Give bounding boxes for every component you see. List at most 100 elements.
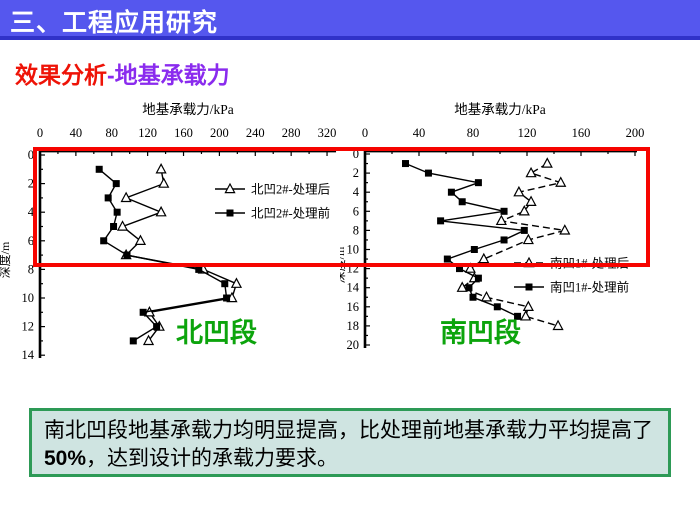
square-marker-icon <box>104 194 112 202</box>
triangle-marker-icon <box>495 214 507 226</box>
triangle-marker-icon <box>116 220 129 231</box>
section-label-south: 南凹段 <box>440 318 521 348</box>
y-tick-label: 12 <box>22 320 35 334</box>
x-tick-label: 120 <box>518 126 537 140</box>
y-axis-label: 深度/m <box>0 241 12 278</box>
y-tick-label: 16 <box>347 300 360 314</box>
subtitle-red-part: 效果分析 <box>15 62 107 88</box>
conclusion-box: 南北凹段地基承载力均明显提高，比处理前地基承载力平均提高了 50%，达到设计的承载… <box>29 408 671 477</box>
square-marker-icon <box>474 179 482 187</box>
x-tick-label: 40 <box>70 126 83 140</box>
square-marker-icon <box>447 188 455 196</box>
y-tick-label: 2 <box>28 177 34 191</box>
square-marker-icon <box>139 308 147 316</box>
triangle-marker-icon <box>541 157 553 168</box>
square-marker-icon <box>113 208 121 216</box>
triangle-marker-icon <box>480 290 493 302</box>
square-marker-icon <box>226 209 234 217</box>
triangle-marker-icon <box>155 205 167 217</box>
x-tick-label: 160 <box>174 126 193 140</box>
triangle-marker-icon <box>525 195 537 206</box>
legend-row-0: 北凹2#-处理后 <box>215 183 330 197</box>
square-marker-icon <box>112 180 120 188</box>
x-tick-label: 160 <box>572 126 591 140</box>
legend-label: 北凹2#-处理前 <box>251 206 330 221</box>
square-marker-icon <box>470 246 478 253</box>
highlight-rectangle <box>33 147 650 267</box>
triangle-marker-icon <box>478 252 490 264</box>
series-markers-0 <box>116 163 243 346</box>
triangle-marker-icon <box>552 319 564 331</box>
series-markers-1 <box>95 165 231 345</box>
y-tick-label: 4 <box>353 185 360 199</box>
triangle-marker-icon <box>513 185 525 197</box>
y-axis-tick-labels: 0 2 4 6 8 10 12 14 <box>22 148 35 362</box>
series-markers-1 <box>402 160 528 320</box>
legend-label: 北凹2#-处理后 <box>251 183 330 197</box>
square-marker-icon <box>437 217 445 225</box>
triangle-marker-icon <box>230 277 243 288</box>
y-tick-label: 2 <box>353 166 359 180</box>
x-tick-label: 0 <box>37 126 43 140</box>
y-tick-label: 14 <box>22 348 35 362</box>
x-tick-label: 240 <box>246 126 265 140</box>
square-marker-icon <box>95 165 103 173</box>
chart-title: 地基承载力/kPa <box>454 101 546 117</box>
y-axis-ticks <box>40 154 45 356</box>
triangle-marker-icon <box>224 182 236 194</box>
conclusion-bold-percent: 50% <box>44 447 87 470</box>
triangle-marker-icon <box>158 177 170 188</box>
y-axis-ticks <box>365 153 370 346</box>
square-marker-icon <box>100 237 108 245</box>
conclusion-text-prefix: 南北凹段地基承载力均明显提高，比处理前地基承载力平均提高了 <box>44 418 653 442</box>
square-marker-icon <box>195 265 203 273</box>
square-marker-icon <box>525 283 533 291</box>
square-marker-icon <box>402 160 409 168</box>
y-tick-label: 4 <box>28 205 35 219</box>
triangle-marker-icon <box>464 262 476 273</box>
subtitle-purple-part: -地基承载力 <box>107 62 230 88</box>
x-axis-tick-labels: 0 40 80 120 160 200 240 280 320 <box>37 126 337 140</box>
triangle-marker-icon <box>555 176 567 187</box>
x-tick-label: 200 <box>210 126 229 140</box>
triangle-marker-icon <box>525 166 537 178</box>
square-marker-icon <box>456 265 463 273</box>
triangle-marker-icon <box>518 205 530 216</box>
subtitle: 效果分析-地基承载力 <box>15 56 230 90</box>
chart-title: 地基承载力/kPa <box>142 101 234 117</box>
y-tick-label: 8 <box>353 223 359 237</box>
square-marker-icon <box>424 169 432 177</box>
y-tick-label: 10 <box>22 291 35 305</box>
legend-label: 南凹1#-处理前 <box>550 280 629 295</box>
y-tick-label: 8 <box>28 262 34 276</box>
x-tick-label: 320 <box>318 126 337 140</box>
x-tick-label: 280 <box>282 126 301 140</box>
conclusion-text-suffix: ，达到设计的承载力要求。 <box>86 446 339 470</box>
triangle-marker-icon <box>559 224 571 235</box>
x-tick-label: 40 <box>413 126 426 140</box>
square-marker-icon <box>223 294 231 302</box>
triangle-marker-icon <box>142 334 155 346</box>
x-tick-label: 80 <box>106 126 119 140</box>
square-marker-icon <box>465 284 473 292</box>
y-tick-label: 14 <box>347 281 360 295</box>
y-tick-label: 0 <box>28 148 34 162</box>
y-tick-label: 6 <box>353 204 359 218</box>
x-tick-label: 120 <box>138 126 157 140</box>
triangle-marker-icon <box>522 233 534 245</box>
square-marker-icon <box>458 198 466 206</box>
x-tick-label: 80 <box>467 126 480 140</box>
square-marker-icon <box>500 236 508 244</box>
square-marker-icon <box>153 323 161 331</box>
square-marker-icon <box>474 274 482 282</box>
page-title: 三、工程应用研究 <box>10 9 219 37</box>
y-tick-label: 6 <box>28 234 34 248</box>
title-bar: 三、工程应用研究 <box>0 0 700 40</box>
x-tick-label: 0 <box>362 126 368 140</box>
square-marker-icon <box>520 226 528 234</box>
x-axis-ticks <box>364 151 636 156</box>
y-tick-label: 20 <box>347 338 360 352</box>
triangle-marker-icon <box>155 163 167 174</box>
